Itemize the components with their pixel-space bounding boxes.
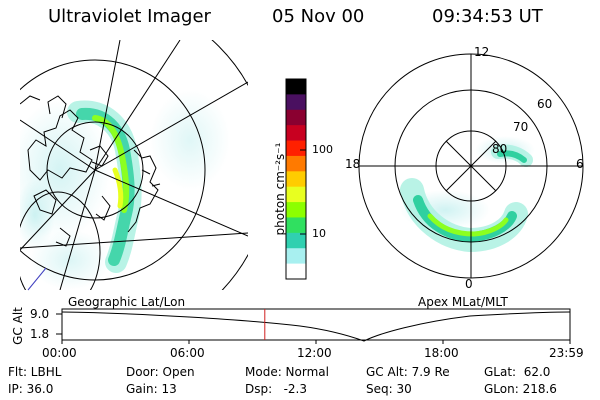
xtick-2359: 23:59 [549,346,584,360]
xtick-0000: 00:00 [42,346,77,360]
altitude-ylabel: GC Alt [11,307,25,345]
colorbar [286,79,306,280]
colorbar-band [286,155,306,172]
geographic-caption: Geographic Lat/Lon [68,295,186,309]
info-gcalt: GC Alt: 7.9 Re [366,365,450,379]
mlt-18-label: 18 [345,157,361,171]
altitude-plot-frame [61,308,571,341]
info-glon: GLon: 218.6 [484,382,557,396]
colorbar-band [286,248,306,265]
mlat-70-label: 70 [513,120,529,134]
xtick-0600: 06:00 [170,346,205,360]
colorbar-band [286,186,306,203]
info-glat: GLat: 62.0 [484,365,551,379]
colorbar-band [286,125,306,142]
colorbar-band [286,140,306,157]
colorbar-band [286,109,306,126]
altitude-ytick-9: 9.0 [30,307,50,321]
colorbar-band [286,94,306,111]
info-door: Door: Open [126,365,195,379]
colorbar-band [286,202,306,219]
mlat-mlt-polar-plot [400,136,535,253]
mlt-12-label: 12 [474,45,490,59]
colorbar-band [286,79,306,95]
altitude-curve [61,311,571,342]
instrument-title: Ultraviolet Imager [48,6,211,27]
mlat-80-label: 80 [492,142,508,156]
mlt-0-label: 0 [465,277,473,291]
info-gain: Gain: 13 [126,382,177,396]
info-mode: Mode: Normal [245,365,329,379]
apex-caption: Apex MLat/MLT [418,295,508,309]
info-dsp: Dsp: -2.3 [245,382,308,396]
colorbar-band [286,232,306,249]
date-label: 05 Nov 00 [272,6,365,27]
info-flt: Flt: LBHL [8,365,62,379]
colorbar-band [286,217,306,234]
mlat-60-label: 60 [537,97,553,111]
colorbar-tick-100: 100 [312,143,333,156]
xtick-1800: 18:00 [424,346,459,360]
xtick-1200: 12:00 [297,346,332,360]
colorbar-unit-label: photon cm⁻²s⁻¹ [273,142,287,236]
colorbar-tick-10: 10 [312,227,326,240]
info-seq: Seq: 30 [366,382,412,396]
colorbar-band [286,263,306,280]
info-ip: IP: 36.0 [8,382,54,396]
colorbar-band [286,171,306,188]
altitude-ytick-1-8: 1.8 [30,327,50,341]
mlt-6-label: 6 [576,157,584,171]
time-label: 09:34:53 UT [432,6,543,27]
